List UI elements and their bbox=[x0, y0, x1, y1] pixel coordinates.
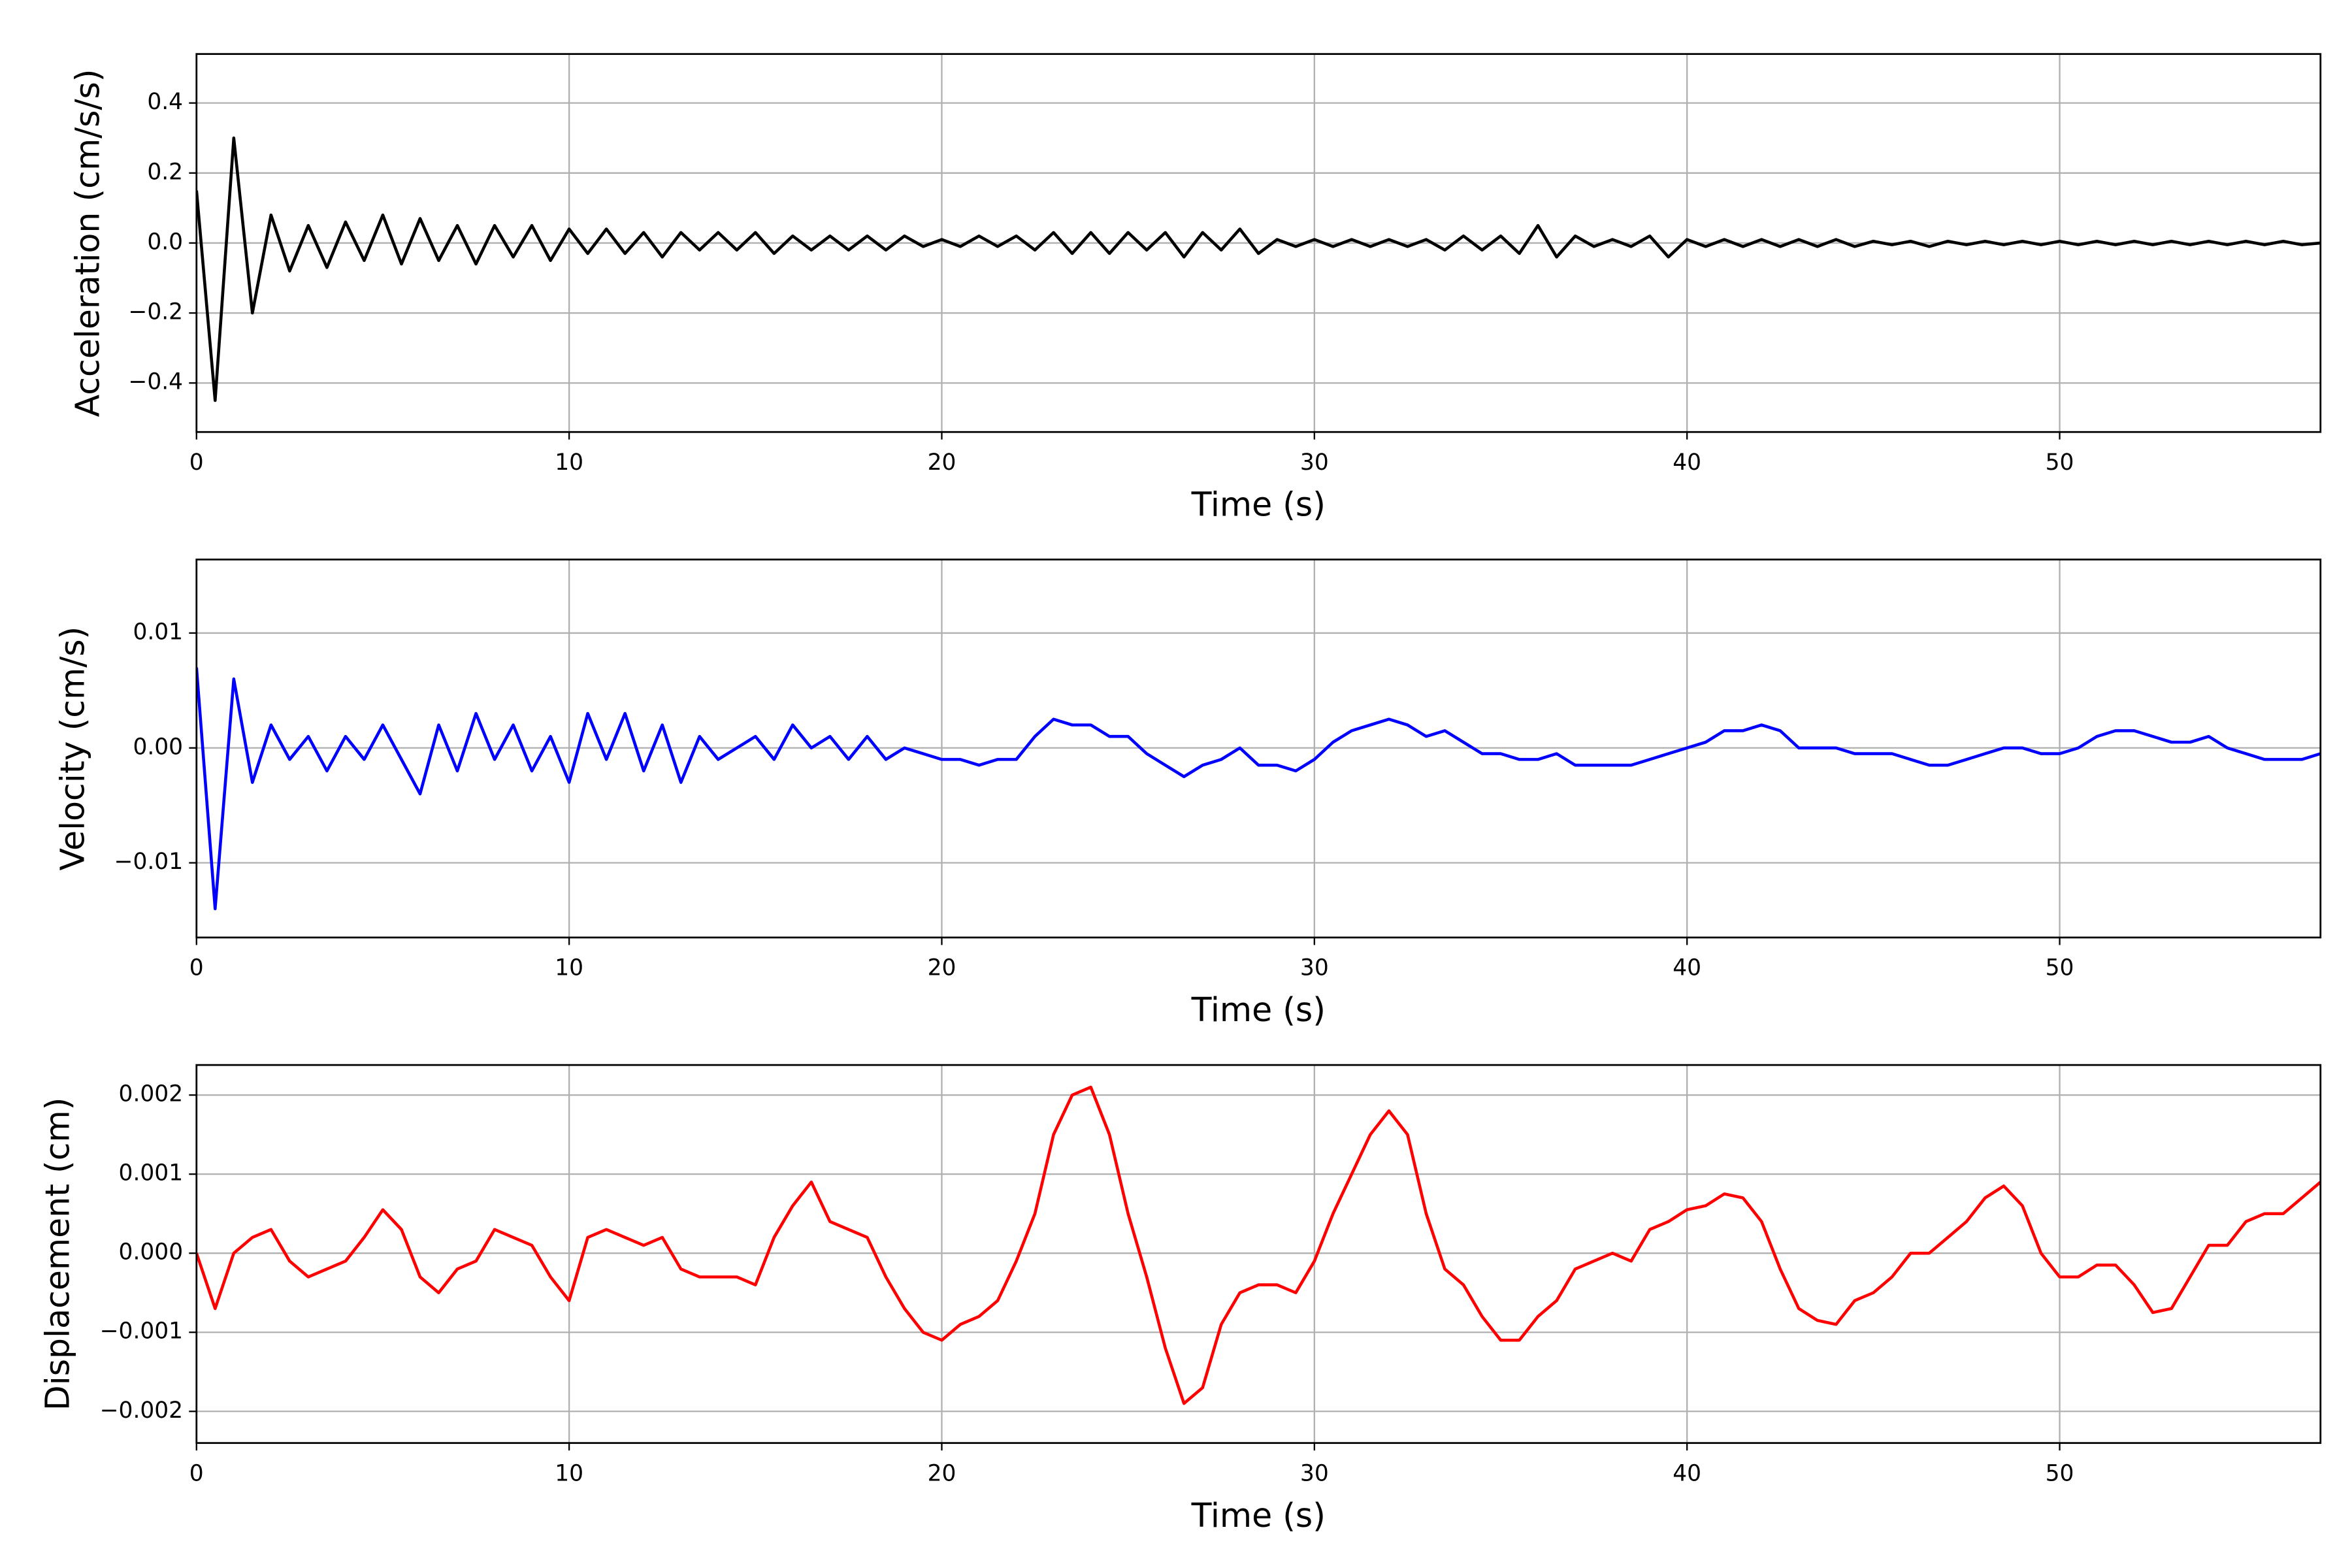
x-tick-label: 40 bbox=[1673, 955, 1701, 981]
x-tick-label: 30 bbox=[1300, 1460, 1329, 1486]
x-axis-label: Time (s) bbox=[1191, 1496, 1326, 1535]
y-tick-label: −0.4 bbox=[129, 369, 184, 395]
x-tick-label: 40 bbox=[1673, 1460, 1701, 1486]
x-tick-label: 50 bbox=[2046, 1460, 2074, 1486]
y-tick-label: 0.01 bbox=[133, 619, 183, 645]
y-axis-label: Displacement (cm) bbox=[38, 1098, 76, 1411]
x-tick-label: 20 bbox=[928, 1460, 956, 1486]
y-tick-label: −0.002 bbox=[100, 1397, 183, 1424]
axes-frame bbox=[195, 1064, 2322, 1445]
x-tick-label: 10 bbox=[555, 955, 583, 981]
data-line bbox=[196, 136, 2321, 402]
x-tick-label: 50 bbox=[2046, 449, 2074, 476]
x-tick-label: 20 bbox=[928, 449, 956, 476]
data-line bbox=[196, 667, 2321, 911]
plot-area bbox=[196, 1085, 2321, 1405]
y-axis-label: Acceleration (cm/s/s) bbox=[68, 69, 106, 417]
x-tick-label: 30 bbox=[1300, 955, 1329, 981]
x-tick-label: 20 bbox=[928, 955, 956, 981]
x-axis-label: Time (s) bbox=[1191, 485, 1326, 524]
y-tick-label: 0.000 bbox=[119, 1239, 184, 1266]
x-tick-label: 30 bbox=[1300, 449, 1329, 476]
y-tick-label: 0.0 bbox=[147, 229, 183, 255]
y-axis-label: Velocity (cm/s) bbox=[53, 627, 91, 871]
x-tick-label: 10 bbox=[555, 449, 583, 476]
y-tick-label: 0.00 bbox=[133, 734, 183, 760]
y-tick-label: −0.001 bbox=[100, 1318, 183, 1345]
data-line bbox=[196, 1085, 2321, 1405]
x-tick-label: 40 bbox=[1673, 449, 1701, 476]
y-tick-label: −0.2 bbox=[129, 299, 184, 325]
y-tick-label: −0.01 bbox=[114, 849, 183, 875]
plot-area bbox=[196, 667, 2321, 911]
axes-frame bbox=[195, 559, 2322, 939]
x-tick-label: 0 bbox=[189, 955, 204, 981]
x-axis-label: Time (s) bbox=[1191, 990, 1326, 1029]
y-tick-label: 0.001 bbox=[119, 1160, 184, 1186]
x-tick-label: 0 bbox=[189, 1460, 204, 1486]
x-tick-label: 10 bbox=[555, 1460, 583, 1486]
x-tick-label: 0 bbox=[189, 449, 204, 476]
y-tick-label: 0.4 bbox=[147, 89, 183, 115]
x-tick-label: 50 bbox=[2046, 955, 2074, 981]
axes-frame bbox=[195, 53, 2322, 433]
y-tick-label: 0.002 bbox=[119, 1081, 184, 1107]
y-tick-label: 0.2 bbox=[147, 159, 183, 185]
plot-area bbox=[196, 136, 2321, 402]
